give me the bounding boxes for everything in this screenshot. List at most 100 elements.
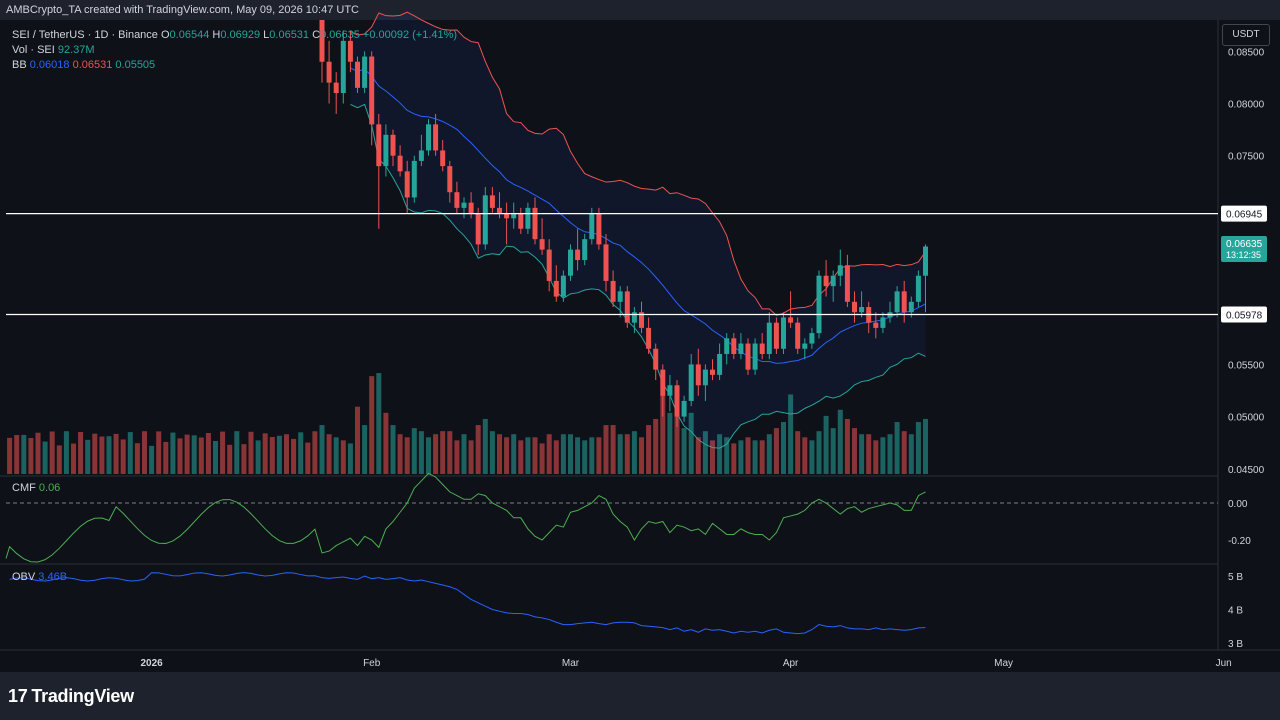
- volume-bar: [596, 437, 602, 474]
- volume-bar: [220, 431, 226, 474]
- candle-body: [660, 369, 666, 396]
- candle-body: [781, 317, 786, 349]
- chart-canvas[interactable]: 0.06945 0.05978 0.08500 0.08000 0.07500 0.055…: [0, 0, 1280, 672]
- bb-lower-line: [350, 103, 926, 449]
- bb-lower-value: 0.05505: [115, 59, 156, 71]
- volume-bar: [553, 440, 559, 474]
- candle-body: [617, 291, 623, 302]
- candle: [844, 254, 850, 308]
- volume-bar: [390, 425, 396, 474]
- candle: [482, 186, 488, 250]
- volume-bar: [347, 443, 353, 474]
- candle: [809, 327, 815, 349]
- volume-bar: [198, 437, 204, 474]
- volume-bar: [489, 431, 495, 474]
- chart-background: [0, 20, 1280, 672]
- volume-bar: [880, 437, 886, 474]
- bb-upper-value: 0.06531: [72, 59, 113, 71]
- volume-row: Vol · SEI 92.37M: [12, 43, 457, 58]
- cmf-label[interactable]: CMF: [12, 482, 36, 494]
- candle-body: [553, 280, 559, 297]
- time-tick-label: Jun: [1216, 658, 1232, 669]
- volume-bar: [837, 409, 843, 474]
- candle-body: [646, 327, 652, 349]
- tradingview-brand[interactable]: 17 TradingView: [8, 686, 134, 707]
- candle: [681, 395, 687, 422]
- candle: [795, 317, 801, 354]
- candle-body: [809, 333, 815, 344]
- cmf-tick-label: -0.20: [1228, 536, 1251, 547]
- brand-name: TradingView: [31, 686, 134, 706]
- candle-body: [575, 249, 581, 261]
- volume-bar: [7, 437, 13, 474]
- volume-bar: [674, 403, 680, 474]
- candle: [504, 202, 510, 245]
- volume-bar: [163, 441, 169, 474]
- volume-bar: [702, 431, 708, 474]
- price-tick-label: 0.07500: [1228, 152, 1265, 163]
- volume-bar: [887, 434, 893, 474]
- volume-bar: [788, 394, 794, 474]
- volume-bar: [844, 418, 850, 474]
- vol-label[interactable]: Vol · SEI: [12, 44, 55, 56]
- bb-label[interactable]: BB: [12, 59, 27, 71]
- candle-body: [894, 291, 900, 313]
- candle: [340, 30, 346, 104]
- candle: [653, 343, 659, 381]
- candle-body: [355, 61, 360, 88]
- candle-body: [745, 343, 751, 370]
- candle: [553, 265, 559, 302]
- volume-bar: [660, 394, 666, 474]
- candle-body: [816, 275, 822, 334]
- volume-bar: [504, 437, 510, 474]
- candle: [901, 280, 907, 323]
- credit-bar: AMBCrypto_TA created with TradingView.co…: [0, 0, 1280, 20]
- candle: [411, 155, 417, 203]
- candle-body: [702, 369, 708, 386]
- candle-body: [596, 213, 602, 245]
- candle: [788, 291, 794, 328]
- bb-upper-line: [350, 11, 926, 316]
- candle-body: [440, 150, 446, 167]
- volume-bar: [468, 440, 474, 474]
- candle-body: [639, 312, 644, 328]
- candle: [397, 145, 403, 177]
- candle-body: [376, 124, 382, 167]
- cmf-line: [5, 472, 926, 563]
- main-legend: SEI / TetherUS · 1D · Binance O0.06544 H…: [12, 28, 457, 73]
- candle: [489, 186, 495, 214]
- volume-bar: [631, 431, 637, 474]
- volume-bar: [369, 376, 375, 474]
- volume-bar: [809, 440, 815, 474]
- volume-bar: [241, 444, 247, 474]
- symbol-name[interactable]: SEI / TetherUS · 1D · Binance: [12, 29, 158, 41]
- candle-body: [390, 134, 396, 156]
- volume-bar: [227, 444, 233, 474]
- candle-body: [497, 207, 502, 214]
- volume-bar: [177, 438, 183, 474]
- volume-bar: [213, 440, 218, 474]
- candle: [688, 353, 694, 407]
- obv-label[interactable]: OBV: [12, 571, 36, 583]
- volume-bar: [568, 434, 573, 474]
- volume-bar: [482, 418, 488, 474]
- volume-bar: [35, 432, 41, 474]
- candle-body: [766, 322, 772, 354]
- candle-body: [901, 291, 907, 313]
- candle: [752, 338, 758, 375]
- candle: [617, 286, 623, 318]
- volume-bar: [560, 434, 566, 474]
- candle-body: [923, 246, 928, 276]
- vol-value: 92.37M: [57, 44, 95, 56]
- candle: [923, 244, 928, 313]
- candle: [823, 260, 829, 297]
- currency-button[interactable]: USDT: [1222, 24, 1270, 46]
- volume-bar: [411, 428, 417, 474]
- price-tick-label: 0.08000: [1228, 99, 1265, 110]
- volume-bar: [28, 438, 34, 474]
- o-label: O: [160, 29, 170, 41]
- candle-body: [475, 213, 481, 245]
- candle-body: [426, 124, 431, 151]
- volume-bar: [376, 373, 382, 474]
- volume-bar: [738, 440, 744, 474]
